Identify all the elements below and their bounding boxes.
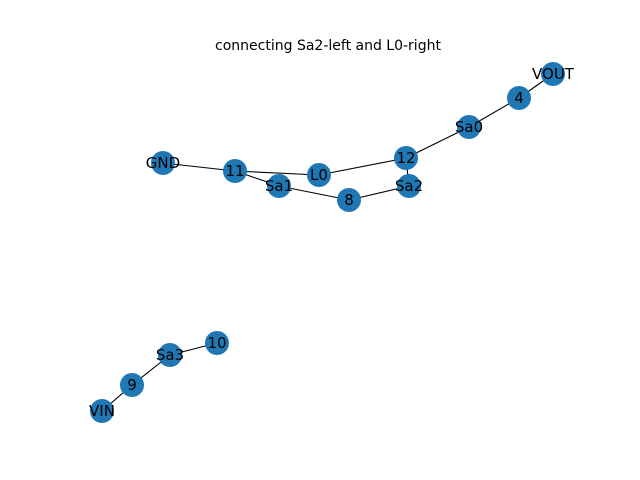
node-layer	[90, 62, 565, 423]
node-11	[223, 159, 247, 183]
node-label-9: 9	[127, 376, 137, 394]
edge-l0-11	[234, 170, 320, 176]
node-sa3	[158, 343, 182, 367]
node-label-sa2: Sa2	[395, 177, 423, 195]
node-vin	[90, 399, 114, 423]
node-10	[205, 331, 229, 355]
node-label-gnd: GND	[146, 154, 180, 172]
edge-12-l0	[318, 157, 407, 176]
node-gnd	[151, 151, 175, 175]
node-label-sa3: Sa3	[156, 346, 184, 364]
node-sa0	[457, 115, 481, 139]
node-label-sa1: Sa1	[265, 177, 293, 195]
edge-11-gnd	[162, 162, 236, 172]
node-label-8: 8	[344, 191, 354, 209]
node-label-12: 12	[396, 149, 415, 167]
node-8	[337, 188, 361, 212]
node-label-l0: L0	[310, 166, 328, 184]
node-sa1	[267, 174, 291, 198]
node-4	[507, 86, 531, 110]
node-label-4: 4	[514, 89, 524, 107]
label-layer: VOUT 4 Sa0 12 Sa2 L0 8 Sa1 11 GND 10 Sa3 9 VIN	[89, 65, 575, 420]
node-vout	[541, 62, 565, 86]
figure-title: connecting Sa2-left and L0-right	[215, 38, 441, 54]
node-label-vout: VOUT	[532, 65, 575, 83]
node-12	[394, 146, 418, 170]
node-label-11: 11	[225, 162, 244, 180]
node-label-sa0: Sa0	[455, 118, 483, 136]
node-sa2	[397, 174, 421, 198]
node-9	[120, 373, 144, 397]
node-l0	[307, 163, 331, 187]
node-label-10: 10	[207, 334, 226, 352]
node-label-vin: VIN	[89, 402, 115, 420]
